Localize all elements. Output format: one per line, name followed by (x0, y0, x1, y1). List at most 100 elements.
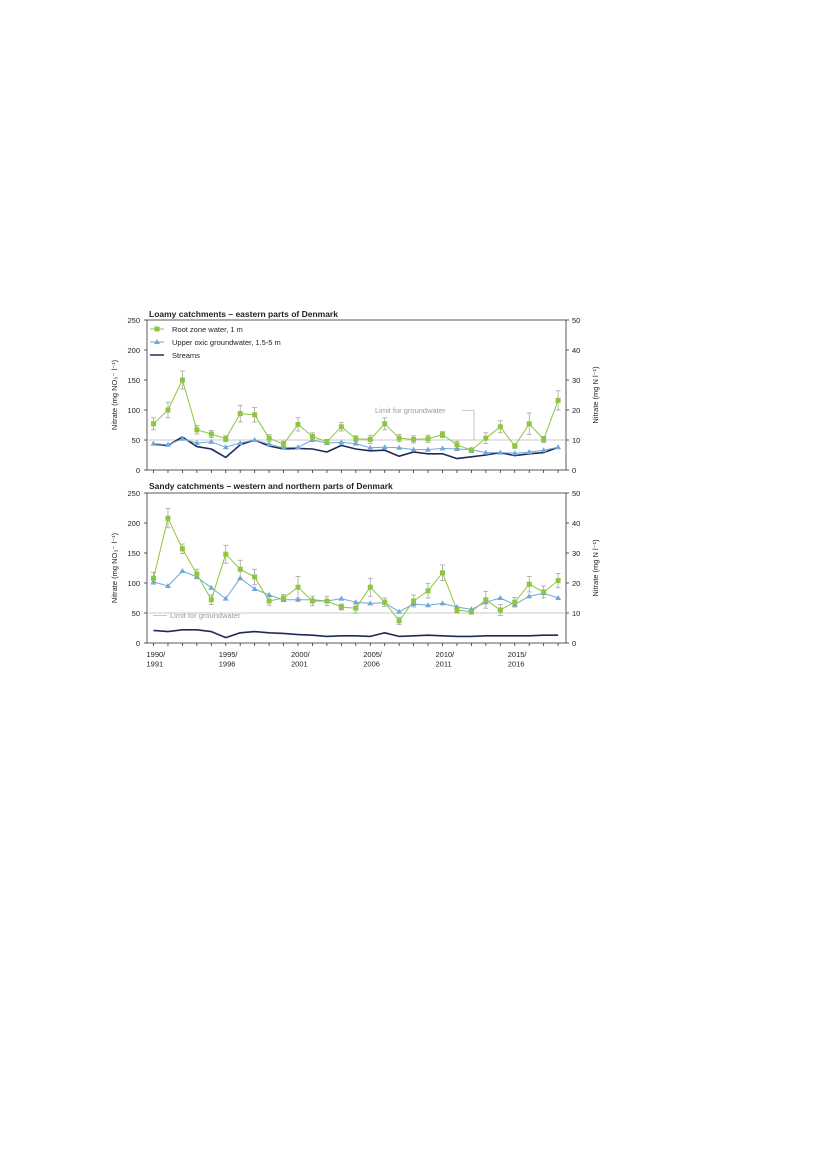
data-point-root-zone-water-1-m (295, 421, 301, 427)
data-point-root-zone-water-1-m (497, 607, 503, 613)
data-point-root-zone-water-1-m (151, 575, 156, 581)
data-point-upper-oxic-groundwater-1-5-5-m (266, 592, 273, 597)
panel-loamy-frame (146, 319, 567, 471)
panel-sandy-title: Sandy catchments – western and northern … (149, 481, 393, 491)
data-point-root-zone-water-1-m (396, 618, 402, 624)
y-tick-label-left: 50 (132, 609, 140, 618)
data-point-root-zone-water-1-m (541, 436, 547, 442)
data-point-root-zone-water-1-m (266, 598, 272, 604)
y-tick-label-right: 20 (572, 579, 580, 588)
y-tick-label-right: 0 (572, 466, 576, 475)
data-point-root-zone-water-1-m (194, 427, 200, 433)
legend: Root zone water, 1 m Upper oxic groundwa… (150, 325, 281, 360)
panel-sandy-frame (146, 492, 567, 644)
data-point-root-zone-water-1-m (309, 433, 315, 439)
data-point-upper-oxic-groundwater-1-5-5-m (425, 602, 432, 608)
y-tick-label-right: 10 (572, 436, 580, 445)
limit-label-loamy: Limit for groundwater (375, 406, 446, 415)
data-point-upper-oxic-groundwater-1-5-5-m (381, 444, 388, 450)
data-point-root-zone-water-1-m (208, 597, 214, 603)
panel-loamy: Loamy catchments – eastern parts of Denm… (110, 309, 600, 475)
panel-sandy: Sandy catchments – western and northern … (110, 481, 600, 669)
y-tick-label-right: 40 (572, 346, 580, 355)
data-point-upper-oxic-groundwater-1-5-5-m (251, 437, 258, 442)
data-point-root-zone-water-1-m (281, 595, 287, 601)
data-point-upper-oxic-groundwater-1-5-5-m (497, 449, 504, 455)
data-point-root-zone-water-1-m (295, 584, 301, 590)
y-tick-label-right: 30 (572, 376, 580, 385)
series-line-streams (153, 628, 559, 639)
data-point-upper-oxic-groundwater-1-5-5-m (439, 600, 446, 606)
panel-loamy-title: Loamy catchments – eastern parts of Denm… (149, 309, 338, 319)
y-tick-label-left: 100 (127, 579, 140, 588)
data-point-root-zone-water-1-m (367, 584, 373, 590)
data-point-upper-oxic-groundwater-1-5-5-m (179, 435, 186, 441)
data-point-upper-oxic-groundwater-1-5-5-m (208, 438, 215, 444)
data-point-upper-oxic-groundwater-1-5-5-m (338, 439, 345, 445)
data-point-root-zone-water-1-m (396, 435, 402, 441)
y-tick-label-left: 0 (136, 466, 140, 475)
data-point-upper-oxic-groundwater-1-5-5-m (164, 583, 171, 588)
x-tick-label: 2006 (363, 660, 380, 669)
data-point-root-zone-water-1-m (555, 578, 561, 584)
data-point-upper-oxic-groundwater-1-5-5-m (352, 440, 359, 446)
limit-label-sandy: Limit for groundwater (170, 611, 241, 620)
x-tick-label: 1996 (219, 660, 236, 669)
data-point-upper-oxic-groundwater-1-5-5-m (425, 446, 432, 452)
x-tick-label: 2016 (508, 660, 525, 669)
data-point-root-zone-water-1-m (252, 412, 258, 418)
y-tick-label-right: 0 (572, 639, 576, 648)
data-point-root-zone-water-1-m (266, 435, 272, 441)
legend-streams-label: Streams (172, 351, 200, 360)
x-tick-label: 2000/ (291, 650, 311, 659)
data-point-upper-oxic-groundwater-1-5-5-m (193, 440, 200, 445)
limit-label-loamy-leader (462, 410, 475, 440)
data-point-root-zone-water-1-m (411, 598, 417, 604)
data-point-root-zone-water-1-m (526, 421, 532, 427)
data-point-upper-oxic-groundwater-1-5-5-m (266, 441, 273, 447)
ylabel-left-sandy: Nitrate (mg NO₃⁻ l⁻¹) (110, 532, 119, 603)
x-tick-label: 1991 (147, 660, 164, 669)
data-point-upper-oxic-groundwater-1-5-5-m (555, 595, 562, 600)
data-point-root-zone-water-1-m (526, 581, 532, 587)
y-tick-label-right: 10 (572, 609, 580, 618)
y-tick-label-left: 250 (127, 316, 140, 325)
data-point-upper-oxic-groundwater-1-5-5-m (222, 444, 229, 450)
data-point-root-zone-water-1-m (382, 421, 388, 427)
data-point-root-zone-water-1-m (483, 435, 489, 441)
y-tick-label-right: 30 (572, 549, 580, 558)
data-point-root-zone-water-1-m (440, 432, 445, 438)
data-point-root-zone-water-1-m (454, 442, 460, 448)
data-point-upper-oxic-groundwater-1-5-5-m (439, 445, 446, 451)
y-tick-label-left: 200 (127, 519, 140, 528)
data-point-upper-oxic-groundwater-1-5-5-m (295, 596, 301, 602)
data-point-root-zone-water-1-m (237, 411, 243, 417)
data-point-root-zone-water-1-m (425, 436, 431, 442)
data-point-root-zone-water-1-m (151, 421, 156, 427)
y-tick-label-left: 50 (132, 436, 140, 445)
data-point-root-zone-water-1-m (179, 546, 185, 552)
data-point-upper-oxic-groundwater-1-5-5-m (526, 593, 533, 599)
data-point-upper-oxic-groundwater-1-5-5-m (352, 599, 359, 605)
ylabel-right-loamy: Nitrate (mg N l⁻¹) (591, 366, 600, 424)
data-point-upper-oxic-groundwater-1-5-5-m (208, 584, 215, 590)
data-point-upper-oxic-groundwater-1-5-5-m (367, 444, 374, 450)
data-point-root-zone-water-1-m (382, 599, 388, 605)
y-tick-label-left: 100 (127, 406, 140, 415)
data-point-root-zone-water-1-m (324, 439, 330, 445)
x-tick-label: 1990/ (147, 650, 167, 659)
data-point-root-zone-water-1-m (338, 604, 344, 610)
x-tick-label: 2011 (436, 660, 452, 669)
data-point-root-zone-water-1-m (165, 515, 171, 521)
data-point-upper-oxic-groundwater-1-5-5-m (150, 440, 157, 446)
data-point-upper-oxic-groundwater-1-5-5-m (164, 441, 171, 447)
y-tick-label-right: 50 (572, 489, 580, 498)
legend-groundwater-label: Upper oxic groundwater, 1.5-5 m (172, 338, 281, 347)
data-point-root-zone-water-1-m (237, 566, 243, 572)
data-point-upper-oxic-groundwater-1-5-5-m (482, 449, 489, 455)
data-point-root-zone-water-1-m (281, 441, 287, 447)
legend-root-zone-label: Root zone water, 1 m (172, 325, 243, 334)
y-tick-label-left: 200 (127, 346, 140, 355)
data-point-root-zone-water-1-m (425, 588, 431, 594)
